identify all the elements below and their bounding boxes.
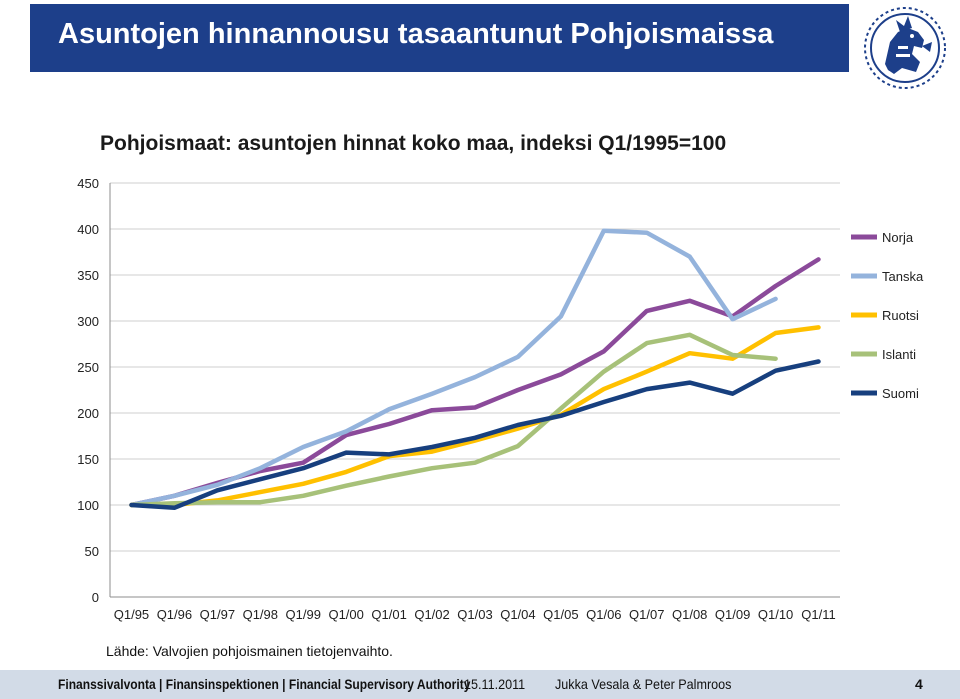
legend-label-norja: Norja <box>882 230 914 245</box>
y-tick-label: 450 <box>77 176 99 191</box>
series-line-ruotsi <box>129 325 821 508</box>
lion-emblem-logo <box>864 7 946 89</box>
x-tick-label: Q1/06 <box>586 607 621 622</box>
y-tick-label: 400 <box>77 222 99 237</box>
x-tick-label: Q1/02 <box>414 607 449 622</box>
page-number: 4 <box>915 676 923 692</box>
source-note: Lähde: Valvojien pohjoismainen tietojenv… <box>106 643 393 659</box>
chart-title: Pohjoismaat: asuntojen hinnat koko maa, … <box>100 132 727 155</box>
x-tick-label: Q1/97 <box>200 607 235 622</box>
y-tick-label: 100 <box>77 498 99 513</box>
x-tick-label: Q1/08 <box>672 607 707 622</box>
x-tick-label: Q1/07 <box>629 607 664 622</box>
y-tick-label: 250 <box>77 360 99 375</box>
x-tick-label: Q1/09 <box>715 607 750 622</box>
x-tick-label: Q1/01 <box>371 607 406 622</box>
x-tick-label: Q1/03 <box>457 607 492 622</box>
series-line-tanska <box>129 228 778 508</box>
header-bar: Asuntojen hinnannousu tasaantunut Pohjoi… <box>30 4 849 72</box>
legend: Norja Tanska Ruotsi Islanti Suomi <box>851 230 924 401</box>
x-tick-label: Q1/99 <box>286 607 321 622</box>
axes <box>109 183 840 598</box>
x-tick-label: Q1/05 <box>543 607 578 622</box>
footer-date: 15.11.2011 <box>464 676 526 692</box>
series-line-islanti <box>129 332 778 508</box>
x-tick-label: Q1/10 <box>758 607 793 622</box>
slide-title: Asuntojen hinnannousu tasaantunut Pohjoi… <box>58 18 774 50</box>
y-tick-label: 0 <box>92 590 99 605</box>
x-tick-label: Q1/11 <box>801 607 835 622</box>
y-tick-label: 300 <box>77 314 99 329</box>
y-tick-label: 200 <box>77 406 99 421</box>
gridlines <box>110 182 840 552</box>
x-tick-label: Q1/96 <box>157 607 192 622</box>
x-tick-label: Q1/95 <box>114 607 149 622</box>
footer-authors: Jukka Vesala & Peter Palmroos <box>555 676 732 692</box>
legend-label-islanti: Islanti <box>882 347 916 362</box>
series-lines <box>129 228 821 511</box>
y-tick-labels: 0 50 100 150 200 250 300 350 400 450 <box>77 176 99 605</box>
x-tick-label: Q1/04 <box>500 607 535 622</box>
x-tick-label: Q1/00 <box>328 607 363 622</box>
x-tick-label: Q1/98 <box>243 607 278 622</box>
legend-label-ruotsi: Ruotsi <box>882 308 919 323</box>
x-tick-labels: Q1/95 Q1/96 Q1/97 Q1/98 Q1/99 Q1/00 Q1/01 Q1/02… <box>114 607 836 622</box>
y-tick-label: 50 <box>85 544 99 559</box>
y-tick-label: 350 <box>77 268 99 283</box>
legend-label-tanska: Tanska <box>882 269 924 284</box>
y-tick-label: 150 <box>77 452 99 467</box>
legend-label-suomi: Suomi <box>882 386 919 401</box>
footer-organization: Finanssivalvonta | Finansinspektionen | … <box>58 676 471 692</box>
footer-bar: Finanssivalvonta | Finansinspektionen | … <box>0 670 960 699</box>
series-line-suomi <box>129 359 821 511</box>
